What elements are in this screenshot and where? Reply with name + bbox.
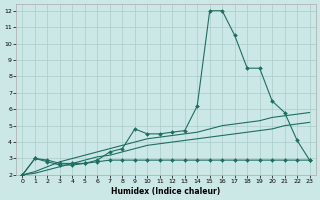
X-axis label: Humidex (Indice chaleur): Humidex (Indice chaleur) [111, 187, 221, 196]
